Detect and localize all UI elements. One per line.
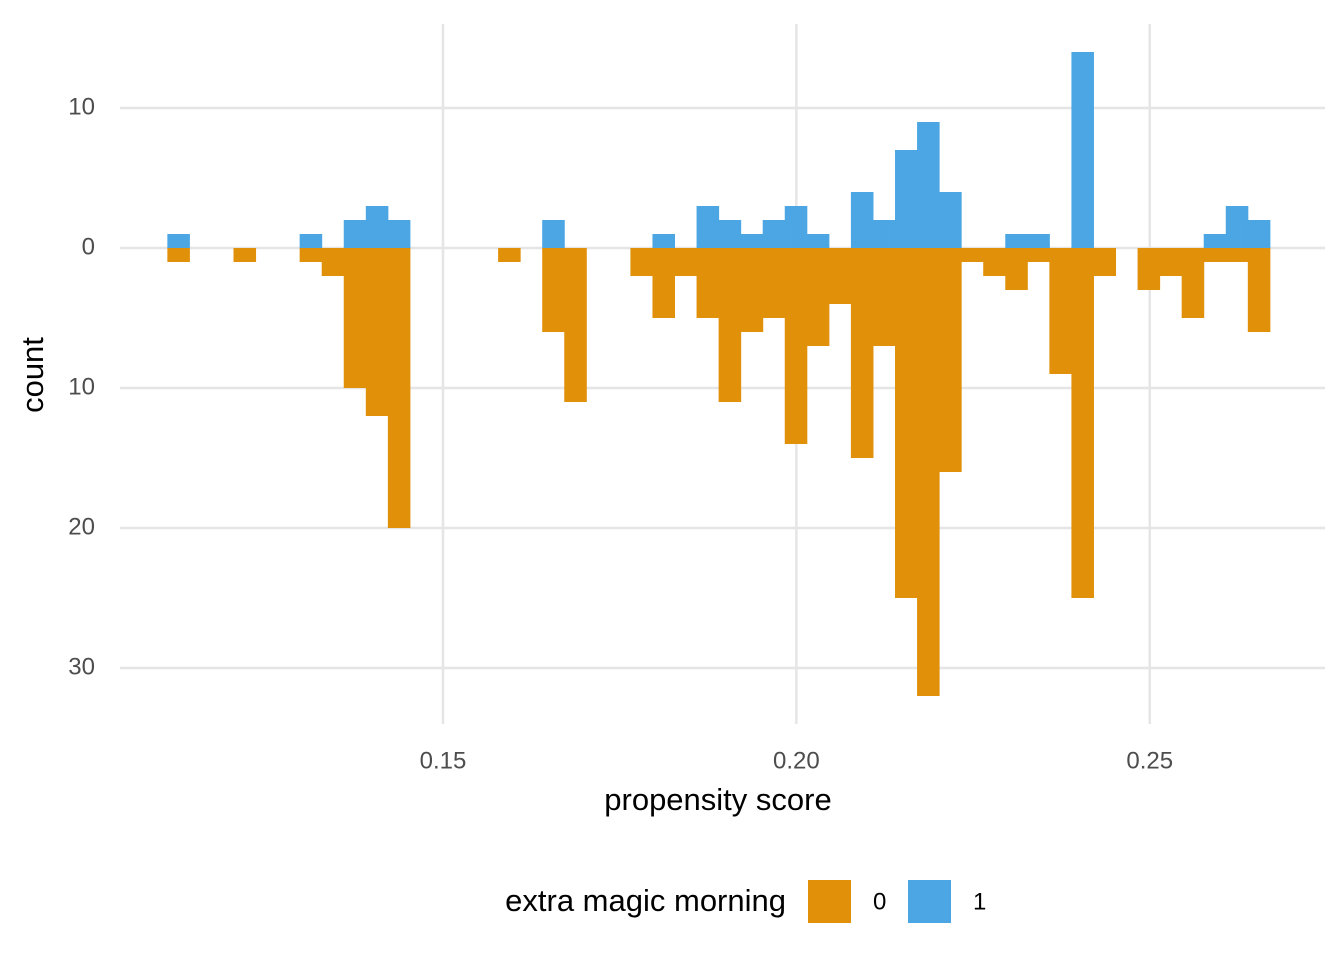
bar: [1071, 52, 1094, 248]
bar: [806, 234, 830, 248]
bar: [387, 248, 411, 528]
bar: [983, 248, 1006, 276]
bar: [762, 220, 786, 248]
bar: [387, 220, 411, 248]
bar: [299, 234, 323, 248]
bar: [1159, 248, 1183, 276]
legend-label: 1: [973, 888, 986, 915]
bar: [1027, 234, 1050, 248]
bar: [498, 248, 521, 262]
bar: [343, 220, 367, 248]
bar: [542, 220, 565, 248]
bar: [895, 248, 918, 598]
bar: [696, 206, 720, 248]
x-tick-label: 0.25: [1126, 747, 1173, 774]
bar: [1203, 234, 1227, 248]
legend-label: 0: [873, 888, 886, 915]
bar: [1071, 248, 1094, 598]
bar: [321, 248, 345, 276]
bar: [740, 248, 764, 332]
bar: [167, 234, 190, 248]
y-tick-label: 0: [82, 233, 95, 260]
y-tick-label: 10: [68, 373, 95, 400]
bar: [828, 248, 852, 304]
bar: [652, 248, 676, 318]
bar: [917, 122, 940, 248]
bar: [872, 248, 896, 346]
bar: [939, 248, 962, 472]
bar: [167, 248, 190, 262]
bar: [542, 248, 565, 332]
bar: [961, 248, 984, 262]
bar: [718, 220, 742, 248]
bar: [630, 248, 653, 276]
bar: [564, 248, 587, 402]
bar: [718, 248, 742, 402]
bar: [1005, 248, 1028, 290]
bar: [365, 206, 389, 248]
x-tick-label: 0.20: [773, 747, 820, 774]
bar: [1225, 206, 1249, 248]
bar: [299, 248, 323, 262]
bar: [895, 150, 918, 248]
legend-swatch: [908, 880, 951, 923]
bar: [1247, 220, 1271, 248]
bar: [1049, 248, 1072, 374]
bar: [674, 248, 698, 276]
legend-title: extra magic morning: [505, 883, 786, 918]
bar: [233, 248, 257, 262]
bar: [740, 234, 764, 248]
bar: [1005, 234, 1028, 248]
bar: [1203, 248, 1227, 262]
y-tick-label: 20: [68, 513, 95, 540]
bar: [1247, 248, 1271, 332]
bar: [1181, 248, 1205, 318]
bar: [872, 220, 896, 248]
bar: [1093, 248, 1117, 276]
bar: [696, 248, 720, 318]
bar: [784, 206, 808, 248]
x-axis-title: propensity score: [604, 782, 831, 817]
bar: [784, 248, 808, 444]
bar: [850, 248, 874, 458]
bar: [850, 192, 874, 248]
bar: [917, 248, 940, 696]
y-tick-label: 30: [68, 653, 95, 680]
bar: [365, 248, 389, 416]
bar: [1137, 248, 1161, 290]
y-tick-label: 10: [68, 93, 95, 120]
x-tick-label: 0.15: [420, 747, 467, 774]
bar: [1225, 248, 1249, 262]
bar: [939, 192, 962, 248]
legend-swatch: [808, 880, 851, 923]
bar: [762, 248, 786, 318]
bar: [806, 248, 830, 346]
bar: [1027, 248, 1050, 262]
bar: [343, 248, 367, 388]
bar: [652, 234, 676, 248]
y-axis-title: count: [15, 337, 50, 413]
